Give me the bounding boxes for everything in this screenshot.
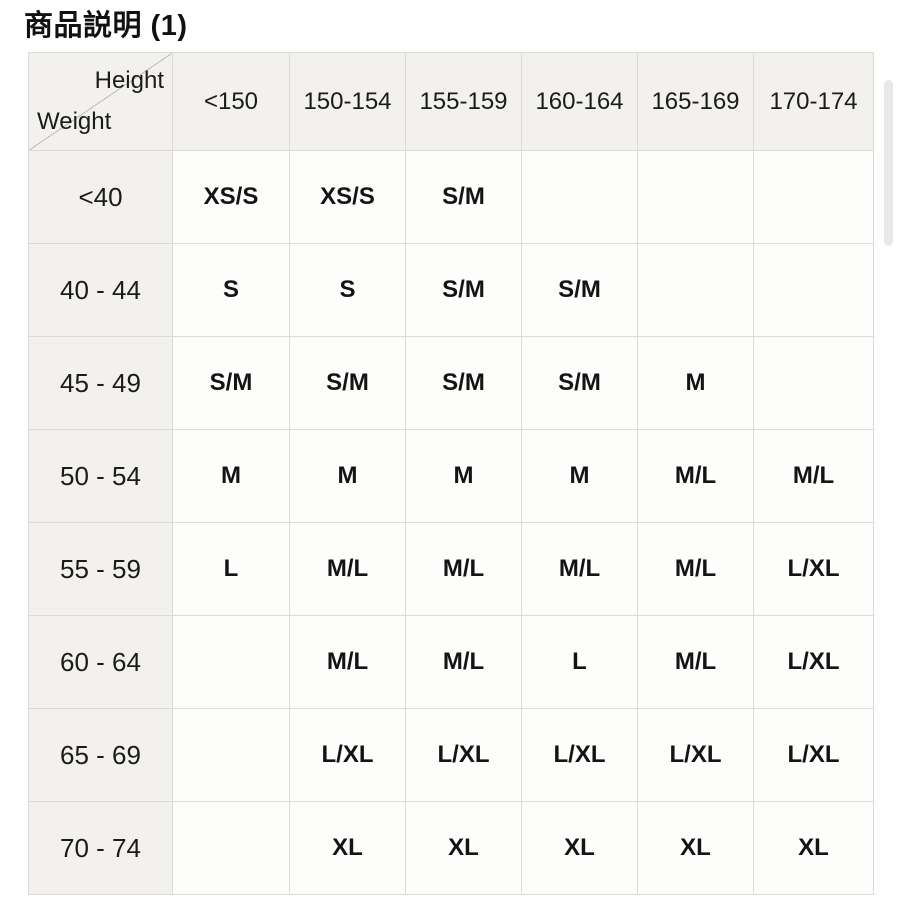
size-cell: L/XL xyxy=(289,708,406,802)
row-label: 45 - 49 xyxy=(28,336,173,430)
table-row: 65 - 69 L/XL L/XL L/XL L/XL L/XL xyxy=(28,708,874,802)
size-cell xyxy=(637,243,754,337)
row-label: 70 - 74 xyxy=(28,801,173,895)
size-cell: S/M xyxy=(521,336,638,430)
size-cell: XL xyxy=(637,801,754,895)
table-row: <40 XS/S XS/S S/M xyxy=(28,150,874,244)
chart-body: <40 XS/S XS/S S/M 40 - 44 S S S/M S/M 45 - 49 S/M S… xyxy=(28,150,874,895)
size-cell xyxy=(753,243,874,337)
row-label: 40 - 44 xyxy=(28,243,173,337)
size-cell: S xyxy=(172,243,290,337)
size-cell: M xyxy=(405,429,522,523)
size-cell: M xyxy=(521,429,638,523)
column-header: 170-174 xyxy=(753,52,874,151)
column-header: 160-164 xyxy=(521,52,638,151)
size-cell: M/L xyxy=(405,615,522,709)
size-cell: S/M xyxy=(521,243,638,337)
size-cell: M/L xyxy=(521,522,638,616)
size-cell: L xyxy=(172,522,290,616)
size-cell: S/M xyxy=(289,336,406,430)
size-cell: S/M xyxy=(405,336,522,430)
size-chart-table: Height Weight <150 150-154 155-159 160-164 1… xyxy=(28,52,874,895)
size-cell: XL xyxy=(405,801,522,895)
size-cell: M xyxy=(289,429,406,523)
header-row: Height Weight <150 150-154 155-159 160-164 1… xyxy=(28,52,874,151)
size-cell: M/L xyxy=(289,522,406,616)
row-label: 65 - 69 xyxy=(28,708,173,802)
column-header: 150-154 xyxy=(289,52,406,151)
size-cell xyxy=(637,150,754,244)
size-cell xyxy=(521,150,638,244)
table-row: 55 - 59 L M/L M/L M/L M/L L/XL xyxy=(28,522,874,616)
size-cell: M/L xyxy=(753,429,874,523)
corner-cell: Height Weight xyxy=(28,52,173,151)
size-cell: L/XL xyxy=(753,708,874,802)
table-row: 45 - 49 S/M S/M S/M S/M M xyxy=(28,336,874,430)
size-cell: XL xyxy=(753,801,874,895)
size-cell: XL xyxy=(521,801,638,895)
size-chart: Height Weight <150 150-154 155-159 160-164 1… xyxy=(28,52,874,895)
table-row: 70 - 74 XL XL XL XL XL xyxy=(28,801,874,895)
size-cell: S xyxy=(289,243,406,337)
page-title: 商品説明 (1) xyxy=(24,10,188,42)
table-row: 40 - 44 S S S/M S/M xyxy=(28,243,874,337)
size-cell: L xyxy=(521,615,638,709)
size-cell xyxy=(172,615,290,709)
table-row: 50 - 54 M M M M M/L M/L xyxy=(28,429,874,523)
size-cell: L/XL xyxy=(521,708,638,802)
column-header: 155-159 xyxy=(405,52,522,151)
size-cell: S/M xyxy=(405,150,522,244)
size-cell: M/L xyxy=(637,429,754,523)
size-cell: L/XL xyxy=(405,708,522,802)
size-cell xyxy=(753,150,874,244)
size-cell: XS/S xyxy=(172,150,290,244)
row-label: 55 - 59 xyxy=(28,522,173,616)
scrollbar-thumb[interactable] xyxy=(884,80,893,246)
size-cell: L/XL xyxy=(753,522,874,616)
size-cell xyxy=(172,708,290,802)
corner-weight-label: Weight xyxy=(37,108,112,135)
size-cell xyxy=(172,801,290,895)
size-cell: XL xyxy=(289,801,406,895)
column-header: <150 xyxy=(172,52,290,151)
size-cell: M/L xyxy=(289,615,406,709)
size-cell: M xyxy=(637,336,754,430)
row-label: 60 - 64 xyxy=(28,615,173,709)
size-cell xyxy=(753,336,874,430)
size-cell: M/L xyxy=(637,522,754,616)
table-row: 60 - 64 M/L M/L L M/L L/XL xyxy=(28,615,874,709)
row-label: <40 xyxy=(28,150,173,244)
size-cell: S/M xyxy=(405,243,522,337)
size-cell: XS/S xyxy=(289,150,406,244)
size-cell: M xyxy=(172,429,290,523)
size-cell: M/L xyxy=(405,522,522,616)
size-cell: L/XL xyxy=(753,615,874,709)
size-cell: S/M xyxy=(172,336,290,430)
corner-height-label: Height xyxy=(94,67,164,94)
size-cell: L/XL xyxy=(637,708,754,802)
size-cell: M/L xyxy=(637,615,754,709)
row-label: 50 - 54 xyxy=(28,429,173,523)
column-header: 165-169 xyxy=(637,52,754,151)
